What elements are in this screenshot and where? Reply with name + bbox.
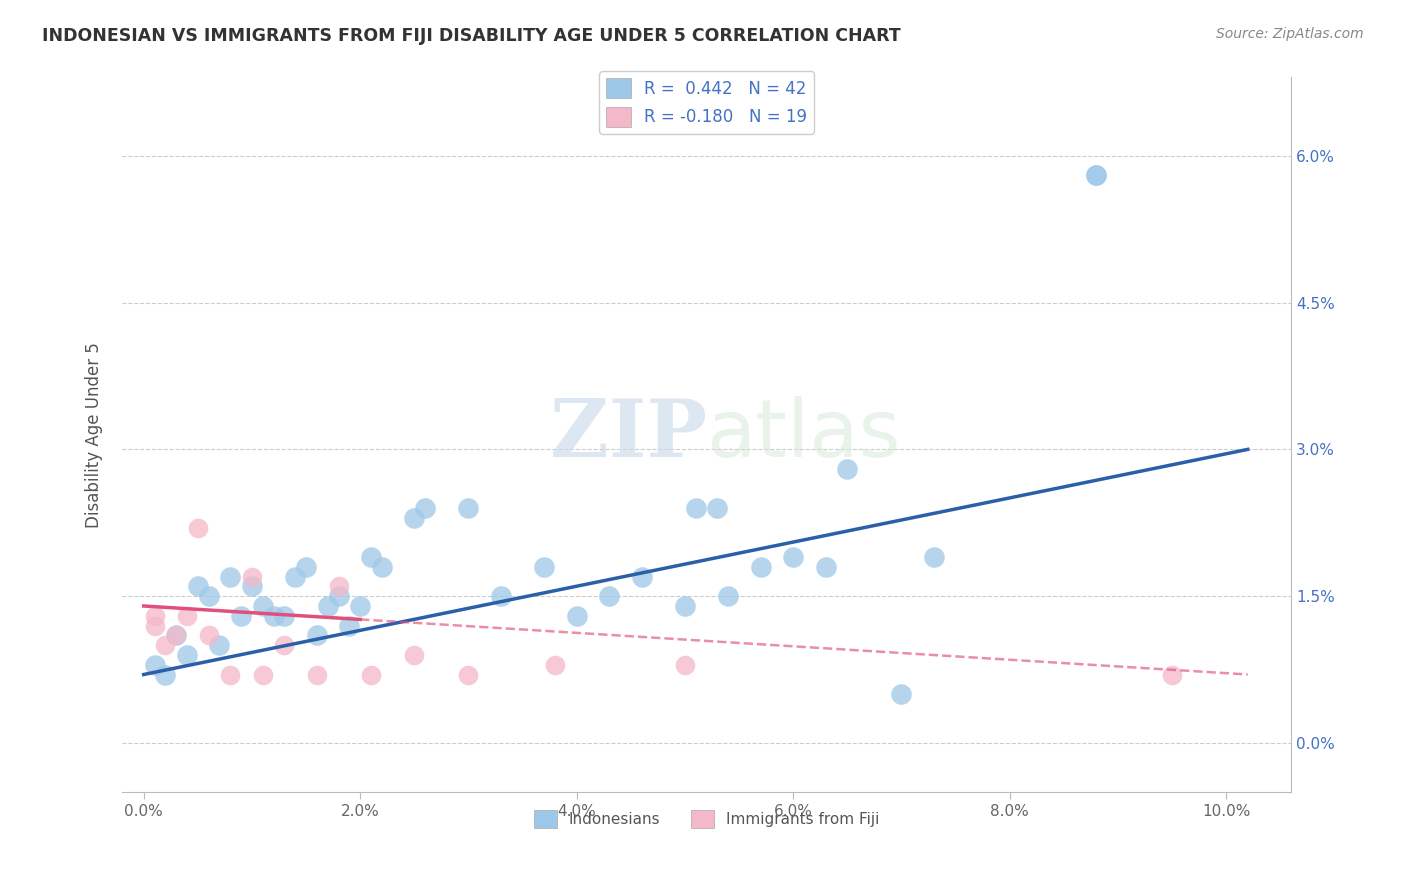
- Text: ZIP: ZIP: [550, 396, 707, 474]
- Point: [252, 599, 274, 613]
- Point: [749, 559, 772, 574]
- Point: [565, 608, 588, 623]
- Point: [295, 559, 318, 574]
- Point: [208, 638, 231, 652]
- Point: [155, 638, 177, 652]
- Point: [360, 549, 382, 564]
- Point: [143, 657, 166, 672]
- Point: [544, 657, 567, 672]
- Point: [197, 589, 219, 603]
- Text: atlas: atlas: [707, 396, 901, 474]
- Point: [1085, 169, 1108, 183]
- Point: [837, 462, 859, 476]
- Point: [371, 559, 394, 574]
- Point: [457, 667, 479, 681]
- Text: INDONESIAN VS IMMIGRANTS FROM FIJI DISABILITY AGE UNDER 5 CORRELATION CHART: INDONESIAN VS IMMIGRANTS FROM FIJI DISAB…: [42, 27, 901, 45]
- Point: [328, 579, 350, 593]
- Point: [328, 589, 350, 603]
- Point: [890, 687, 912, 701]
- Point: [143, 618, 166, 632]
- Point: [197, 628, 219, 642]
- Point: [240, 579, 263, 593]
- Point: [284, 569, 307, 583]
- Point: [337, 618, 360, 632]
- Point: [155, 667, 177, 681]
- Point: [489, 589, 512, 603]
- Point: [176, 608, 198, 623]
- Point: [413, 501, 436, 516]
- Point: [316, 599, 339, 613]
- Point: [165, 628, 187, 642]
- Point: [273, 608, 295, 623]
- Point: [240, 569, 263, 583]
- Point: [273, 638, 295, 652]
- Point: [404, 648, 426, 662]
- Point: [598, 589, 620, 603]
- Point: [305, 667, 328, 681]
- Point: [1085, 169, 1108, 183]
- Point: [1161, 667, 1184, 681]
- Point: [922, 549, 945, 564]
- Point: [706, 501, 728, 516]
- Point: [630, 569, 652, 583]
- Point: [673, 657, 696, 672]
- Point: [263, 608, 285, 623]
- Point: [219, 667, 242, 681]
- Point: [187, 521, 209, 535]
- Point: [176, 648, 198, 662]
- Point: [685, 501, 707, 516]
- Text: Source: ZipAtlas.com: Source: ZipAtlas.com: [1216, 27, 1364, 41]
- Point: [814, 559, 837, 574]
- Y-axis label: Disability Age Under 5: Disability Age Under 5: [86, 342, 103, 528]
- Point: [673, 599, 696, 613]
- Point: [533, 559, 555, 574]
- Point: [717, 589, 740, 603]
- Point: [229, 608, 252, 623]
- Point: [252, 667, 274, 681]
- Point: [457, 501, 479, 516]
- Point: [349, 599, 371, 613]
- Point: [165, 628, 187, 642]
- Point: [187, 579, 209, 593]
- Point: [305, 628, 328, 642]
- Point: [143, 608, 166, 623]
- Point: [404, 511, 426, 525]
- Legend: Indonesians, Immigrants from Fiji: Indonesians, Immigrants from Fiji: [527, 804, 886, 834]
- Point: [219, 569, 242, 583]
- Point: [360, 667, 382, 681]
- Point: [782, 549, 804, 564]
